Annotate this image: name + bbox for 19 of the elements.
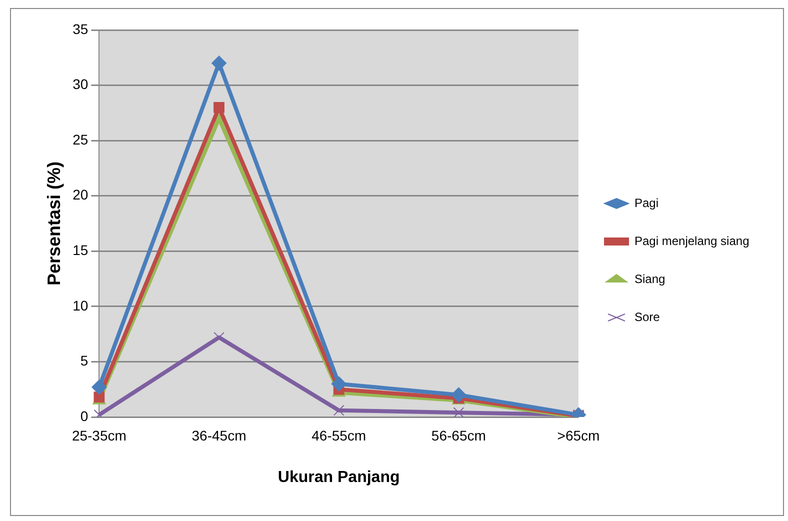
y-tick-label: 10 — [72, 297, 88, 314]
x-tick-label: 56-65cm — [431, 427, 486, 444]
y-tick-label: 15 — [72, 242, 88, 258]
x-tick-label: 36-45cm — [192, 427, 246, 444]
y-tick-label: 0 — [80, 408, 88, 424]
y-tick-label: 30 — [72, 76, 88, 92]
legend-label: Siang — [634, 272, 666, 286]
x-axis-title: Ukuran Panjang — [278, 468, 400, 486]
y-axis-title: Persentasi (%) — [44, 161, 64, 286]
legend-label: Sore — [634, 310, 660, 324]
legend-label: Pagi menjelang siang — [634, 234, 750, 248]
x-tick-label: >65cm — [557, 427, 600, 444]
x-tick-label: 25-35cm — [72, 427, 126, 444]
y-tick-label: 35 — [72, 20, 88, 37]
y-tick-label: 5 — [80, 352, 88, 369]
y-tick-label: 20 — [72, 186, 88, 203]
y-tick-label: 25 — [72, 131, 88, 148]
legend-label: Pagi — [634, 196, 659, 210]
x-tick-label: 46-55cm — [312, 427, 366, 444]
